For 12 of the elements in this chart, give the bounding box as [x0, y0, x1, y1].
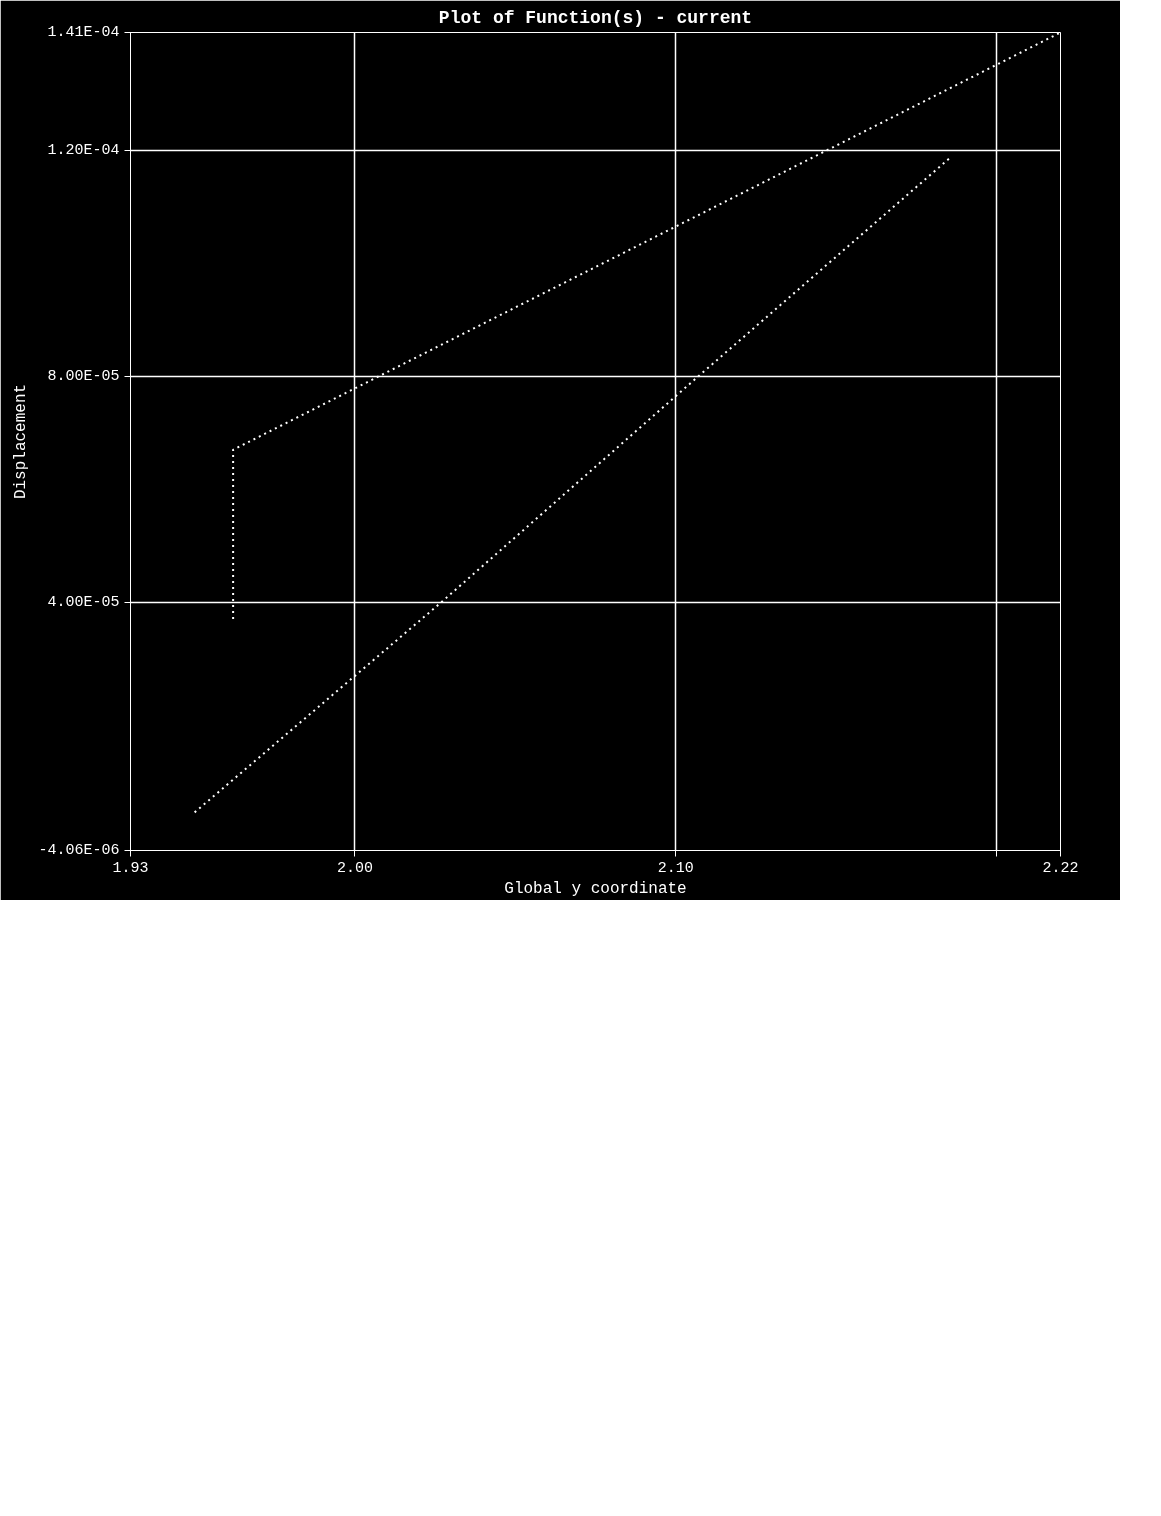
chart-title: Plot of Function(s) - current [438, 7, 753, 28]
x-tick-label: 1.93 [112, 859, 149, 877]
y-tick-label: 1.41E-04 [47, 24, 120, 41]
y-tick-label: 8.00E-05 [47, 367, 120, 385]
y-tick-label: 4.00E-05 [47, 593, 120, 611]
y-tick-label: 1.20E-04 [47, 142, 120, 160]
x-tick-label: 2.00 [336, 859, 373, 877]
x-tick-label: 2.22 [1042, 859, 1079, 877]
x-tick-label: 2.10 [657, 859, 694, 877]
x-axis-title: Global y coordinate [504, 879, 687, 898]
y-axis-title: Displacement [12, 383, 31, 500]
y-tick-label: -4.06E-06 [38, 842, 120, 859]
